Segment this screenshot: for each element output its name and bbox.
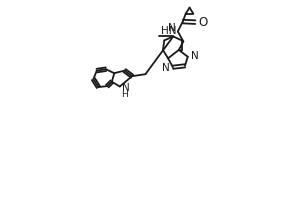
Text: N: N <box>191 51 199 61</box>
Text: N: N <box>122 83 130 93</box>
Text: H: H <box>121 90 128 99</box>
Text: O: O <box>199 16 208 29</box>
Text: N: N <box>168 23 176 33</box>
Text: HN: HN <box>161 26 177 36</box>
Text: N: N <box>162 63 170 73</box>
